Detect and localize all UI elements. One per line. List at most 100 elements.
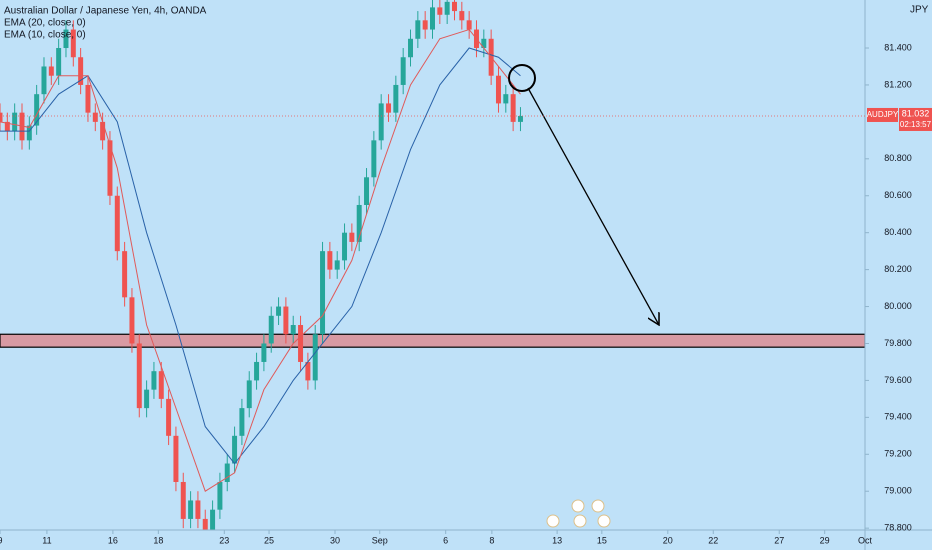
candle-body <box>158 371 164 399</box>
candle-body <box>180 481 186 519</box>
candle-body <box>210 509 216 530</box>
candle-body <box>261 343 267 362</box>
x-tick-label: Sep <box>372 535 388 545</box>
candle-body <box>393 84 399 113</box>
candle-body <box>451 1 457 12</box>
candle-body <box>305 361 311 381</box>
candle-body <box>327 251 333 270</box>
candle-body <box>364 177 370 205</box>
candle-body <box>444 1 450 15</box>
candle-body <box>26 125 32 141</box>
candle-body <box>290 325 296 335</box>
candle-body <box>276 306 282 316</box>
candle-body <box>378 103 384 141</box>
candle-body <box>202 518 208 530</box>
candle-body <box>122 251 128 298</box>
symbol-label: AUDJPY <box>867 110 899 119</box>
event-icons <box>546 499 611 528</box>
candle-body <box>422 20 428 30</box>
candle-body <box>342 232 348 261</box>
candle-body <box>386 103 392 113</box>
candle-body <box>254 361 260 381</box>
x-tick-label: 13 <box>552 535 562 545</box>
legend-entry: EMA (20, close, 0) <box>4 18 86 29</box>
candle-body <box>283 306 289 335</box>
candle-body <box>70 29 76 58</box>
candle-body <box>246 380 252 409</box>
x-tick-label: 9 <box>0 535 3 545</box>
candle-body <box>195 500 201 519</box>
candle-body <box>466 20 472 30</box>
candle-body <box>166 398 172 436</box>
drawing-arrow <box>527 87 659 325</box>
y-tick-label: 80.800 <box>884 153 912 163</box>
support-zone <box>0 333 865 348</box>
candle-body <box>107 140 113 196</box>
candle-body <box>239 408 245 436</box>
candle-body <box>63 29 69 49</box>
ema-line <box>0 28 521 492</box>
x-tick-label: 20 <box>663 535 673 545</box>
x-tick-label: 18 <box>153 535 163 545</box>
candle-body <box>188 500 194 519</box>
plot-area <box>0 0 865 530</box>
candle-body <box>320 251 326 335</box>
price-label-bg <box>899 107 932 131</box>
y-tick-label: 79.200 <box>884 449 912 459</box>
x-tick-label: 30 <box>330 535 340 545</box>
candle-body <box>48 66 54 76</box>
candle-body <box>371 140 377 178</box>
candle-body <box>129 297 135 344</box>
candle-body <box>495 75 501 104</box>
candle-body <box>85 84 91 113</box>
candle-body <box>136 343 142 409</box>
candle-body <box>415 20 421 39</box>
x-tick-label: 29 <box>820 535 830 545</box>
candle-body <box>92 112 98 122</box>
candle-body <box>298 325 304 362</box>
x-tick-label: 6 <box>443 535 448 545</box>
candle-body <box>232 435 238 464</box>
candle-body <box>312 334 318 381</box>
price-label: 81.032 <box>902 108 930 118</box>
y-tick-label: 81.200 <box>884 79 912 89</box>
symbol-label-bg <box>867 107 898 122</box>
x-tick-label: Oct <box>858 535 873 545</box>
candle-body <box>56 48 62 76</box>
candle-body <box>114 195 120 252</box>
candle-body <box>503 94 509 104</box>
currency-label: JPY <box>910 5 929 16</box>
candle-body <box>510 94 516 122</box>
x-tick-label: 25 <box>264 535 274 545</box>
x-tick-label: 16 <box>108 535 118 545</box>
y-tick-label: 80.000 <box>884 301 912 311</box>
candle-body <box>78 57 84 85</box>
candle-body <box>41 66 47 95</box>
candle-body <box>217 481 223 510</box>
y-tick-label: 81.400 <box>884 42 912 52</box>
candle-body <box>12 112 18 132</box>
drawing-circle <box>508 64 536 92</box>
candle-body <box>4 121 10 132</box>
y-tick-label: 78.800 <box>884 523 912 533</box>
x-tick-label: 27 <box>774 535 784 545</box>
candle-body <box>430 7 435 30</box>
candle-body <box>459 11 465 21</box>
candle-body <box>437 7 443 15</box>
candle-body <box>356 204 362 242</box>
candle-body <box>268 315 274 344</box>
candle-body <box>34 94 40 126</box>
y-tick-label: 79.400 <box>884 412 912 422</box>
candle-body <box>400 57 406 85</box>
candle-body <box>517 115 523 122</box>
y-tick-label: 80.200 <box>884 264 912 274</box>
candle-body <box>151 371 157 390</box>
candle-body <box>144 389 150 409</box>
x-tick-label: 11 <box>42 535 51 545</box>
candle-body <box>0 112 3 122</box>
y-tick-label: 79.000 <box>884 486 912 496</box>
x-tick-label: 22 <box>708 535 718 545</box>
x-tick-label: 8 <box>489 535 494 545</box>
